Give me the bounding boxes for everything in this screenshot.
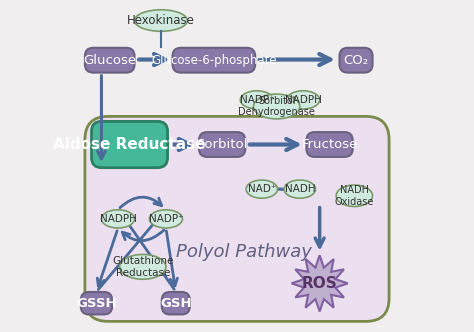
Text: ROS: ROS <box>302 276 337 291</box>
Ellipse shape <box>119 254 166 279</box>
Text: NADP⁺: NADP⁺ <box>149 214 183 224</box>
Text: Sorbitol
Dehydrogenase: Sorbitol Dehydrogenase <box>238 96 315 117</box>
Text: GSSH: GSSH <box>76 297 117 310</box>
Text: CO₂: CO₂ <box>344 54 369 67</box>
Text: Fructose: Fructose <box>301 138 358 151</box>
FancyBboxPatch shape <box>81 292 112 314</box>
Ellipse shape <box>336 185 373 207</box>
Ellipse shape <box>246 180 277 198</box>
Ellipse shape <box>240 91 273 109</box>
Ellipse shape <box>135 10 187 31</box>
Text: NADP⁺: NADP⁺ <box>239 95 274 105</box>
Text: Sorbitol: Sorbitol <box>196 138 248 151</box>
Text: Hexokinase: Hexokinase <box>127 14 195 27</box>
Text: Glucose: Glucose <box>83 54 137 67</box>
Ellipse shape <box>149 210 182 228</box>
FancyBboxPatch shape <box>91 122 168 168</box>
Polygon shape <box>292 255 348 311</box>
Text: NADPH: NADPH <box>100 214 137 224</box>
Ellipse shape <box>287 91 319 109</box>
FancyBboxPatch shape <box>85 117 389 321</box>
Text: Glutathione
Reductase: Glutathione Reductase <box>112 256 173 278</box>
Text: NADH: NADH <box>284 184 315 194</box>
Text: NADPH: NADPH <box>285 95 321 105</box>
FancyBboxPatch shape <box>339 48 373 73</box>
Ellipse shape <box>101 210 135 228</box>
Ellipse shape <box>284 180 316 198</box>
Text: NAD⁺: NAD⁺ <box>247 184 276 194</box>
Text: NADH
Oxidase: NADH Oxidase <box>335 185 374 207</box>
Text: Aldose Reductase: Aldose Reductase <box>53 137 206 152</box>
Ellipse shape <box>254 94 300 119</box>
FancyBboxPatch shape <box>173 48 255 73</box>
Text: Polyol Pathway: Polyol Pathway <box>176 243 311 261</box>
Text: Glucose-6-phosphate: Glucose-6-phosphate <box>151 54 277 67</box>
Text: GSH: GSH <box>160 297 191 310</box>
FancyBboxPatch shape <box>162 292 190 314</box>
FancyBboxPatch shape <box>199 132 245 157</box>
FancyBboxPatch shape <box>85 48 135 73</box>
FancyBboxPatch shape <box>306 132 353 157</box>
